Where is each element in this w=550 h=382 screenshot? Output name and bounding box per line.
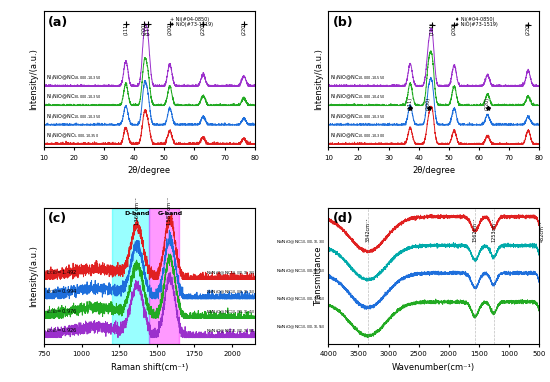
Text: (a): (a) [48, 16, 68, 29]
Text: (200): (200) [452, 22, 456, 35]
Text: (200): (200) [426, 97, 431, 110]
Text: Ni/NiO@NC$_{10,000\text{-}10\text{-}350}$: Ni/NiO@NC$_{10,000\text{-}10\text{-}350}… [206, 289, 255, 296]
Text: ✦ NiO(#73-1519): ✦ NiO(#73-1519) [455, 23, 498, 28]
Bar [149, 208, 179, 344]
Text: (d): (d) [333, 212, 353, 225]
Y-axis label: Intensity/(a.u.): Intensity/(a.u.) [30, 245, 38, 307]
Text: 1369 cm⁻¹: 1369 cm⁻¹ [135, 197, 140, 225]
Text: (220): (220) [201, 22, 206, 35]
Text: (111): (111) [123, 22, 128, 35]
Text: (111): (111) [145, 22, 150, 35]
Text: Ni/NiO@NC$_{10,000\text{-}10\text{-}350}$: Ni/NiO@NC$_{10,000\text{-}10\text{-}350}… [330, 112, 385, 121]
Text: ♦ NiO(#73-1519): ♦ NiO(#73-1519) [170, 23, 213, 28]
Text: 1253cm⁻¹: 1253cm⁻¹ [491, 218, 496, 242]
Text: 452cm⁻¹: 452cm⁻¹ [540, 221, 544, 242]
Text: Ni/NiO@NC$_{10,000\text{-}10\text{-}350}$: Ni/NiO@NC$_{10,000\text{-}10\text{-}350}… [276, 267, 326, 275]
Text: $I_D$:$I_G$=0.976: $I_D$:$I_G$=0.976 [46, 307, 78, 316]
X-axis label: 2θ/degree: 2θ/degree [128, 166, 171, 175]
Text: Ni/NiO@NC$_{10,000\text{-}10\text{-}300}$: Ni/NiO@NC$_{10,000\text{-}10\text{-}300}… [330, 132, 385, 140]
Text: Ni/NiO@NC$_{10,000\text{-}10\text{-}550}$: Ni/NiO@NC$_{10,000\text{-}10\text{-}550}… [330, 74, 385, 82]
X-axis label: Raman shift(cm⁻¹): Raman shift(cm⁻¹) [111, 363, 188, 372]
Text: 1562cm⁻¹: 1562cm⁻¹ [472, 218, 477, 242]
Text: Ni/NiO@NC$_{58,000\text{-}10\text{-}350}$: Ni/NiO@NC$_{58,000\text{-}10\text{-}350}… [46, 74, 101, 82]
Text: Ni/NiO@NC$_{10,000\text{-}10\text{-}550}$: Ni/NiO@NC$_{10,000\text{-}10\text{-}550}… [276, 324, 326, 331]
Text: ♦ Ni(#04-0850): ♦ Ni(#04-0850) [455, 17, 494, 22]
Text: + Ni(#04-0850): + Ni(#04-0850) [170, 17, 210, 22]
Text: 3342cm⁻¹: 3342cm⁻¹ [365, 218, 371, 242]
Text: Ni/NiO@NC$_{10,000\text{-}10\text{-}450}$: Ni/NiO@NC$_{10,000\text{-}10\text{-}450}… [206, 308, 255, 316]
Text: $I_D$:$I_G$=1.492: $I_D$:$I_G$=1.492 [46, 268, 77, 277]
Text: (220): (220) [485, 97, 490, 110]
X-axis label: 2θ/degree: 2θ/degree [412, 166, 455, 175]
Text: (b): (b) [333, 16, 353, 29]
Text: 1587 cm⁻¹: 1587 cm⁻¹ [167, 197, 173, 225]
Text: Ni/NiO@NC$_{5,000\text{-}10\text{-}350}$: Ni/NiO@NC$_{5,000\text{-}10\text{-}350}$ [46, 132, 98, 140]
Y-axis label: Intensity/(a.u.): Intensity/(a.u.) [30, 49, 38, 110]
Text: G-band: G-band [157, 211, 183, 216]
Text: $I_D$:$I_G$=0.994: $I_D$:$I_G$=0.994 [46, 288, 78, 296]
X-axis label: Wavenumber(cm⁻¹): Wavenumber(cm⁻¹) [392, 363, 475, 372]
Y-axis label: Transmittance: Transmittance [314, 246, 323, 306]
Text: $I_D$:$I_G$=0.926: $I_D$:$I_G$=0.926 [46, 326, 78, 335]
Text: Ni/NiO@NC$_{10,000\text{-}10\text{-}550}$: Ni/NiO@NC$_{10,000\text{-}10\text{-}550}… [206, 328, 255, 335]
Text: (111): (111) [408, 97, 412, 110]
Text: Ni/NiO@NC$_{10,000\text{-}10\text{-}450}$: Ni/NiO@NC$_{10,000\text{-}10\text{-}450}… [330, 93, 385, 101]
Text: (200): (200) [142, 22, 147, 35]
Text: (c): (c) [48, 212, 67, 225]
Y-axis label: Intensity/(a.u.): Intensity/(a.u.) [314, 49, 323, 110]
Text: D-band: D-band [124, 211, 150, 216]
Text: Ni/NiO@NC$_{10,000\text{-}10\text{-}350}$: Ni/NiO@NC$_{10,000\text{-}10\text{-}350}… [46, 112, 101, 121]
Text: Ni/NiO@NC$_{10,000\text{-}10\text{-}300}$: Ni/NiO@NC$_{10,000\text{-}10\text{-}300}… [276, 239, 326, 246]
Text: (220): (220) [241, 22, 246, 35]
Text: Ni/NiO@NC$_{10,000\text{-}10\text{-}300}$: Ni/NiO@NC$_{10,000\text{-}10\text{-}300}… [206, 269, 255, 277]
Text: (111): (111) [430, 22, 434, 35]
Bar [112, 208, 149, 344]
Text: (220): (220) [526, 22, 531, 35]
Text: Ni/NiO@NC$_{30,000\text{-}10\text{-}350}$: Ni/NiO@NC$_{30,000\text{-}10\text{-}350}… [46, 93, 101, 101]
Text: (200): (200) [167, 22, 172, 35]
Text: Ni/NiO@NC$_{10,000\text{-}10\text{-}450}$: Ni/NiO@NC$_{10,000\text{-}10\text{-}450}… [276, 296, 326, 303]
